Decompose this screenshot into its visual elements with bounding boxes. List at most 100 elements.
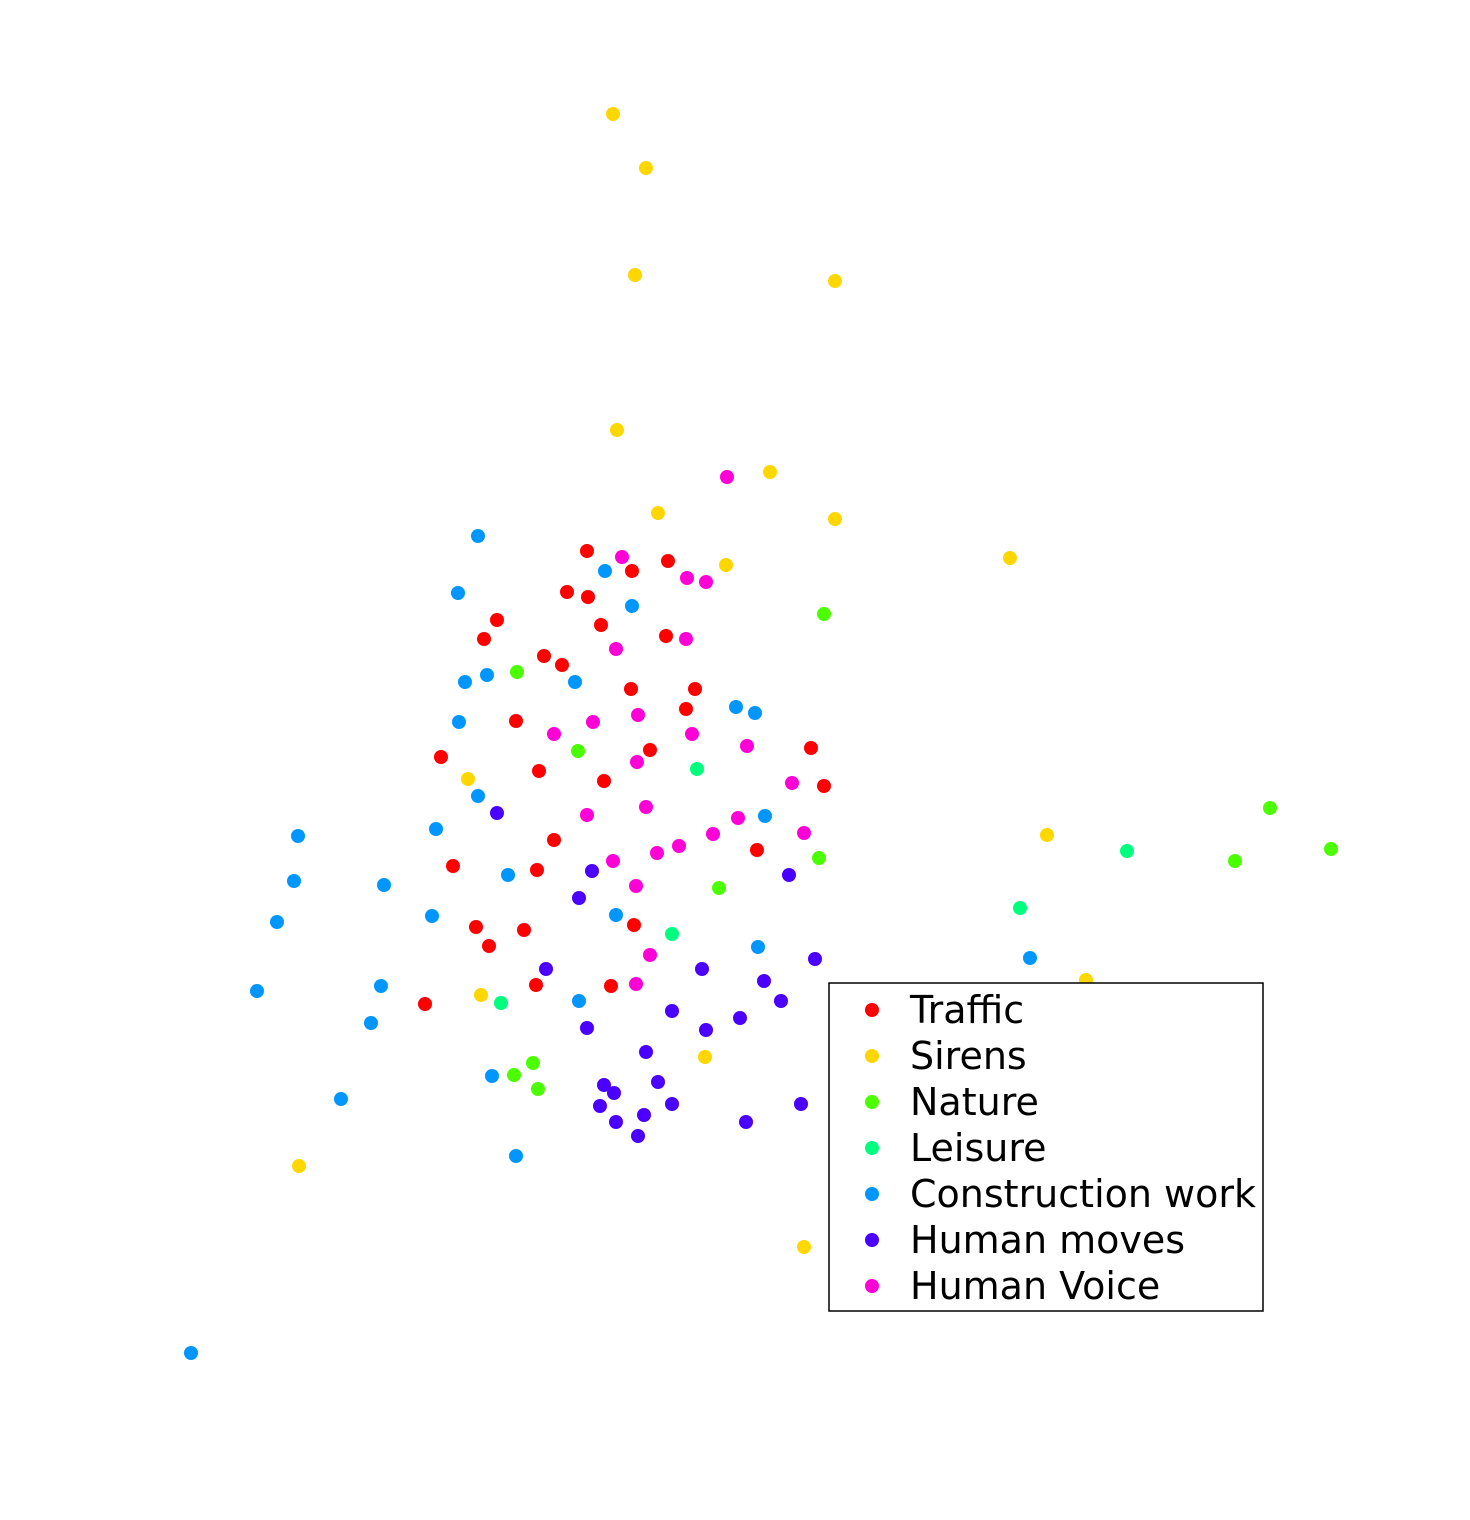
point-construction-work-25 xyxy=(364,1016,378,1030)
point-sirens-0 xyxy=(606,107,620,121)
point-human-moves-9 xyxy=(665,1004,679,1018)
legend-marker-construction-work xyxy=(865,1187,879,1201)
point-construction-work-9 xyxy=(452,715,466,729)
point-traffic-27 xyxy=(517,923,531,937)
point-human-moves-20 xyxy=(637,1108,651,1122)
point-human-voice-18 xyxy=(672,839,686,853)
point-sirens-7 xyxy=(828,512,842,526)
legend-item-human-voice: Human Voice xyxy=(865,1264,1160,1308)
point-human-voice-20 xyxy=(606,854,620,868)
point-human-moves-23 xyxy=(631,1129,645,1143)
point-human-moves-5 xyxy=(539,962,553,976)
point-leisure-2 xyxy=(1013,901,1027,915)
point-traffic-8 xyxy=(659,629,673,643)
point-construction-work-27 xyxy=(334,1092,348,1106)
point-sirens-6 xyxy=(651,506,665,520)
point-construction-work-6 xyxy=(568,675,582,689)
point-traffic-19 xyxy=(804,741,818,755)
point-human-voice-10 xyxy=(740,739,754,753)
point-human-moves-19 xyxy=(794,1097,808,1111)
point-construction-work-5 xyxy=(458,675,472,689)
point-sirens-1 xyxy=(639,161,653,175)
point-human-moves-13 xyxy=(639,1045,653,1059)
point-nature-8 xyxy=(526,1056,540,1070)
point-construction-work-13 xyxy=(291,829,305,843)
legend-item-traffic: Traffic xyxy=(865,988,1024,1032)
point-human-moves-18 xyxy=(665,1097,679,1111)
point-construction-work-2 xyxy=(451,586,465,600)
point-leisure-4 xyxy=(494,996,508,1010)
legend-marker-human-voice xyxy=(865,1279,879,1293)
point-traffic-7 xyxy=(594,618,608,632)
point-nature-5 xyxy=(1228,854,1242,868)
point-traffic-23 xyxy=(530,863,544,877)
point-sirens-4 xyxy=(610,423,624,437)
point-traffic-13 xyxy=(679,702,693,716)
point-human-moves-22 xyxy=(739,1115,753,1129)
point-construction-work-29 xyxy=(184,1346,198,1360)
point-traffic-15 xyxy=(434,750,448,764)
point-leisure-1 xyxy=(1120,844,1134,858)
point-construction-work-21 xyxy=(1023,951,1037,965)
point-human-voice-17 xyxy=(797,826,811,840)
point-human-moves-4 xyxy=(808,952,822,966)
point-traffic-21 xyxy=(547,833,561,847)
point-construction-work-14 xyxy=(287,874,301,888)
legend-label-human-voice: Human Voice xyxy=(910,1264,1160,1308)
point-construction-work-1 xyxy=(598,564,612,578)
point-human-voice-11 xyxy=(630,755,644,769)
point-human-moves-3 xyxy=(572,891,586,905)
point-traffic-30 xyxy=(604,979,618,993)
point-traffic-17 xyxy=(597,774,611,788)
point-traffic-28 xyxy=(627,918,641,932)
point-nature-3 xyxy=(1263,801,1277,815)
legend-label-leisure: Leisure xyxy=(910,1126,1047,1170)
point-sirens-10 xyxy=(461,772,475,786)
legend-marker-human-moves xyxy=(865,1233,879,1247)
point-traffic-10 xyxy=(555,658,569,672)
point-traffic-16 xyxy=(532,764,546,778)
point-human-voice-6 xyxy=(631,708,645,722)
point-traffic-6 xyxy=(477,632,491,646)
point-traffic-3 xyxy=(560,585,574,599)
point-nature-7 xyxy=(712,881,726,895)
point-human-moves-2 xyxy=(782,868,796,882)
point-nature-9 xyxy=(507,1068,521,1082)
point-sirens-11 xyxy=(1040,828,1054,842)
point-construction-work-18 xyxy=(425,909,439,923)
series-traffic xyxy=(418,544,831,1011)
point-human-moves-1 xyxy=(585,864,599,878)
point-human-voice-5 xyxy=(609,642,623,656)
legend-box xyxy=(828,982,1264,1312)
point-construction-work-16 xyxy=(501,868,515,882)
point-sirens-8 xyxy=(719,558,733,572)
point-traffic-24 xyxy=(750,843,764,857)
point-construction-work-23 xyxy=(250,984,264,998)
point-traffic-25 xyxy=(469,920,483,934)
legend-item-human-moves: Human moves xyxy=(865,1218,1185,1262)
point-human-voice-4 xyxy=(679,632,693,646)
data-points xyxy=(184,107,1338,1360)
point-human-voice-3 xyxy=(699,575,713,589)
point-sirens-2 xyxy=(628,268,642,282)
legend-item-construction-work: Construction work xyxy=(865,1172,1256,1216)
point-human-moves-21 xyxy=(609,1115,623,1129)
point-sirens-9 xyxy=(1003,551,1017,565)
point-traffic-11 xyxy=(624,682,638,696)
legend-marker-nature xyxy=(865,1095,879,1109)
point-traffic-31 xyxy=(418,997,432,1011)
point-human-moves-6 xyxy=(695,962,709,976)
point-human-voice-13 xyxy=(639,800,653,814)
point-construction-work-4 xyxy=(480,668,494,682)
point-traffic-9 xyxy=(537,649,551,663)
point-construction-work-17 xyxy=(270,915,284,929)
legend-label-human-moves: Human moves xyxy=(910,1218,1185,1262)
point-traffic-1 xyxy=(625,564,639,578)
point-construction-work-22 xyxy=(374,979,388,993)
legend-label-traffic: Traffic xyxy=(909,988,1024,1032)
series-nature xyxy=(507,607,1338,1096)
point-construction-work-0 xyxy=(471,529,485,543)
point-traffic-14 xyxy=(509,714,523,728)
point-human-voice-8 xyxy=(547,727,561,741)
